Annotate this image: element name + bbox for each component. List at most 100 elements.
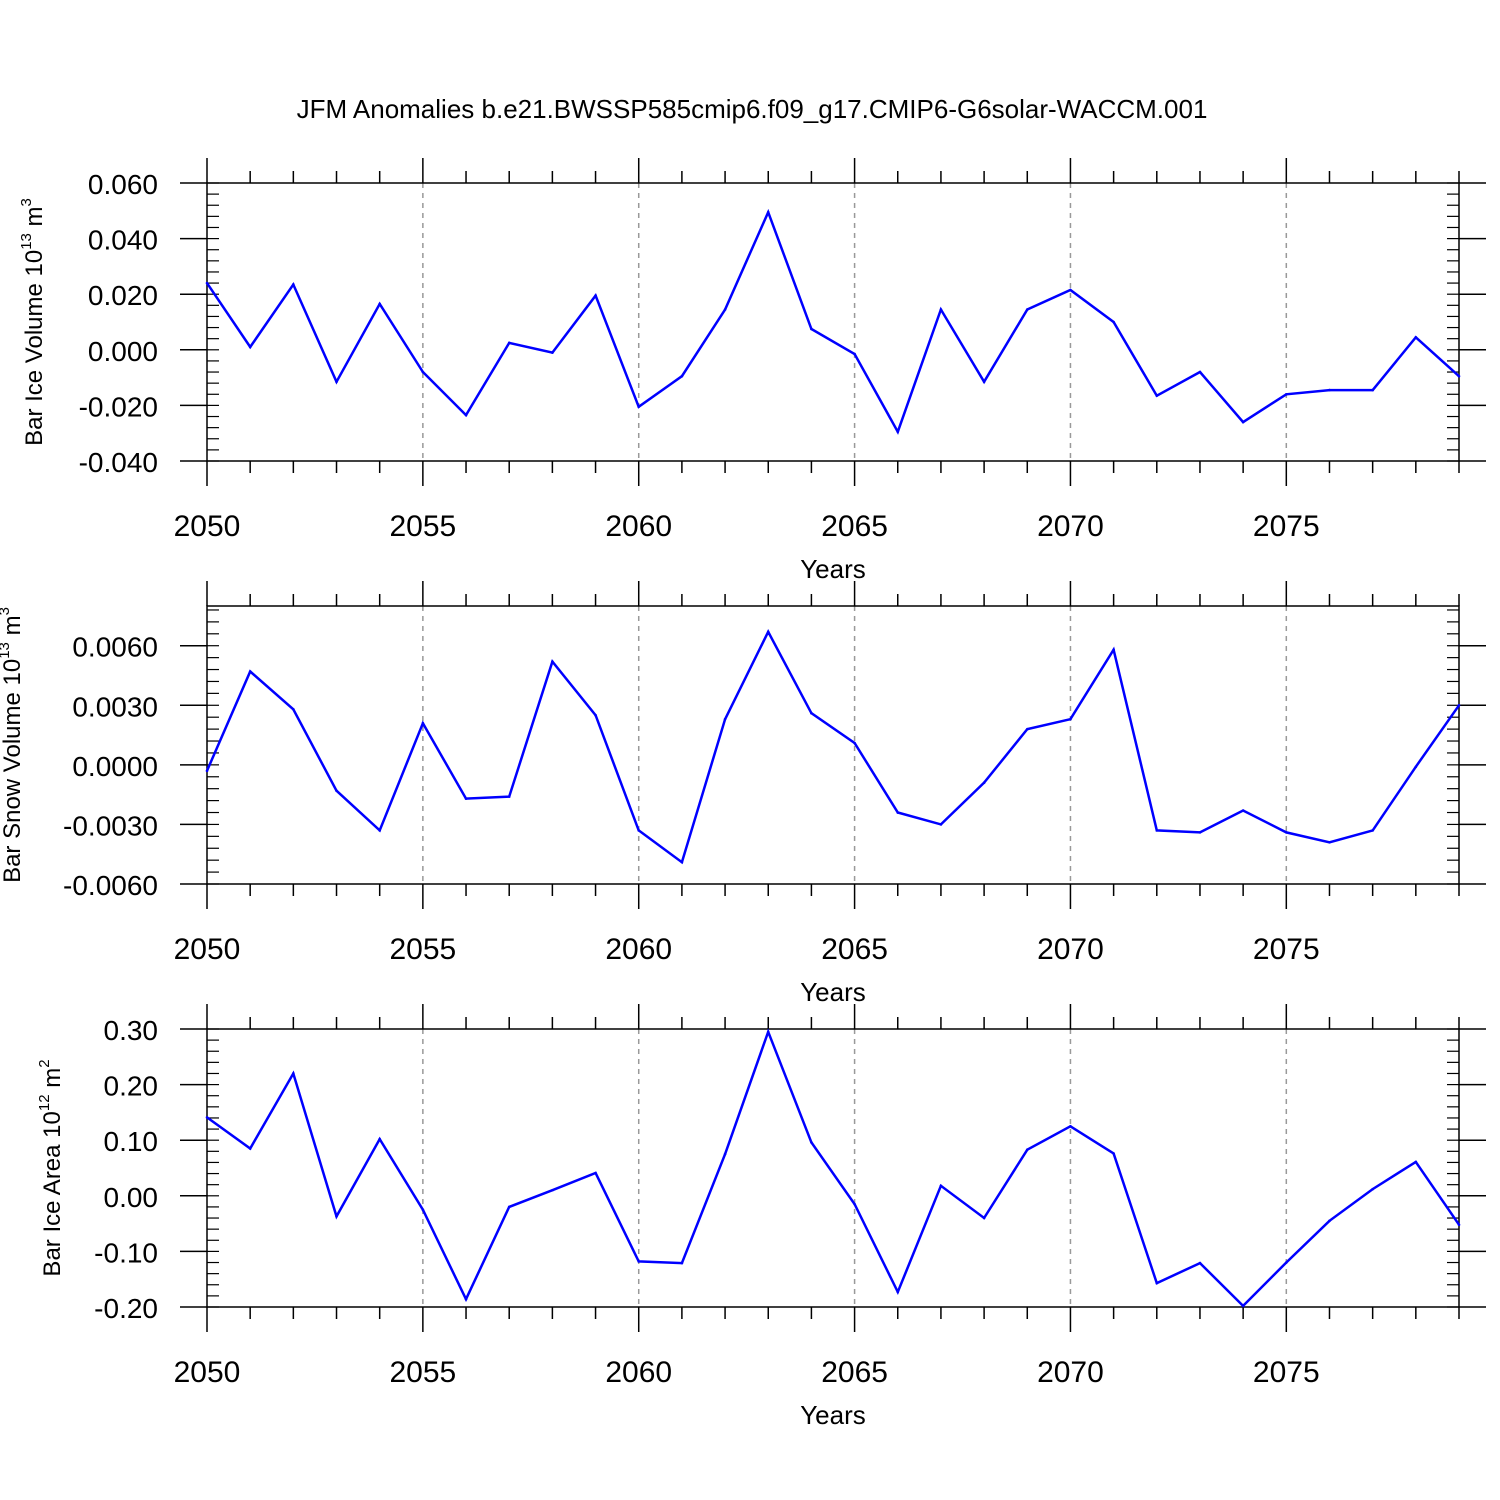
data-point <box>939 308 943 311</box>
data-point <box>810 327 813 331</box>
x-tick-label: 2075 <box>1253 510 1320 543</box>
y-tick-label: 0.10 <box>104 1126 159 1157</box>
x-tick-label: 2050 <box>174 510 241 543</box>
y-tick-label: 0.20 <box>104 1071 159 1102</box>
data-point <box>1328 1219 1331 1223</box>
y-axis-label-unit: m <box>21 206 48 233</box>
data-point <box>896 1290 900 1294</box>
panel-1: 0.060 0.040 0.020 0.000 -0.020 -0.040 2050 2055… <box>18 158 1486 584</box>
data-point <box>810 711 813 715</box>
y-tick-label: 0.30 <box>104 1015 159 1046</box>
data-point <box>378 829 381 832</box>
data-point <box>1457 703 1461 707</box>
data-point <box>594 713 597 717</box>
series-line <box>206 1028 1461 1308</box>
y-tick-label: 0.040 <box>88 225 158 256</box>
x-tick-label: 2055 <box>389 510 456 543</box>
data-point <box>1155 1281 1159 1285</box>
plot-frame <box>206 605 1460 885</box>
x-tick-label: 2050 <box>174 933 241 966</box>
data-point <box>853 741 856 745</box>
data-point <box>507 795 511 798</box>
y-axis-label: Bar Ice Volume 1013 m3 <box>18 198 48 446</box>
data-point <box>982 1216 986 1220</box>
x-tick-label: 2070 <box>1037 1356 1104 1389</box>
data-point <box>1285 1261 1288 1264</box>
data-point <box>335 380 338 384</box>
panels: 0.060 0.040 0.020 0.000 -0.020 -0.040 2050 2055… <box>0 158 1486 1430</box>
data-point <box>1112 648 1115 651</box>
data-point <box>1025 308 1029 311</box>
data-point <box>1069 717 1072 721</box>
y-tick-label: -0.0060 <box>63 870 158 901</box>
data-point <box>1198 831 1202 834</box>
data-point <box>853 352 856 356</box>
x-tick-label: 2070 <box>1037 933 1104 966</box>
data-point <box>248 345 252 349</box>
data-point <box>507 1205 511 1209</box>
series-line <box>205 208 1460 435</box>
data-point <box>680 374 684 378</box>
data-point <box>1069 288 1072 292</box>
data-point <box>464 1297 468 1301</box>
data-point <box>1371 388 1374 392</box>
x-axis-label: Years <box>800 554 866 584</box>
y-axis-label-exponent: 13 <box>0 642 13 659</box>
data-point <box>335 1215 338 1218</box>
data-point <box>292 707 295 711</box>
data-point <box>723 308 727 311</box>
data-point <box>205 281 209 285</box>
x-tick-label: 2055 <box>389 933 456 966</box>
x-tick-label: 2060 <box>605 510 672 543</box>
data-point <box>1112 320 1115 324</box>
data-point <box>594 294 597 297</box>
y-axis-label-unit-exponent: 3 <box>18 198 35 206</box>
data-point <box>292 1072 295 1075</box>
x-tick-label: 2050 <box>174 1356 241 1389</box>
data-point <box>378 302 381 306</box>
data-point <box>248 670 252 673</box>
data-point <box>1241 809 1245 812</box>
data-point <box>1025 727 1029 731</box>
plot-frame <box>206 182 1460 462</box>
data-point <box>551 351 554 354</box>
data-point <box>1155 829 1159 832</box>
x-tick-label: 2075 <box>1253 933 1320 966</box>
x-axis-label: Years <box>800 977 866 1007</box>
data-point <box>766 210 770 214</box>
data-point <box>292 283 295 286</box>
data-point <box>594 1171 597 1175</box>
data-point <box>680 1261 684 1265</box>
data-point <box>464 797 468 800</box>
data-point <box>205 769 209 773</box>
data-point <box>1328 388 1331 392</box>
data-point <box>939 1184 943 1188</box>
y-tick-label: -0.020 <box>79 391 158 422</box>
data-point <box>1371 1187 1374 1191</box>
data-point <box>810 1141 813 1144</box>
data-point <box>1069 1125 1072 1128</box>
y-axis-label-unit-exponent: 2 <box>36 1059 53 1067</box>
panel-2: 0.0060 0.0030 0.0000 -0.0030 -0.0060 2050 2055… <box>0 581 1486 1007</box>
data-point <box>766 630 770 634</box>
y-tick-label: -0.040 <box>79 447 158 478</box>
data-point <box>982 380 986 384</box>
data-point <box>1414 765 1418 769</box>
data-point <box>421 370 425 374</box>
y-axis-label-text: Bar Snow Volume 10 <box>0 659 26 883</box>
y-tick-label: 0.00 <box>104 1182 159 1213</box>
y-tick-label: -0.10 <box>94 1237 158 1268</box>
data-point <box>551 660 554 663</box>
panel-3: 0.30 0.20 0.10 0.00 -0.10 -0.20 2050 2055 2060 20… <box>36 1004 1486 1430</box>
data-point <box>896 811 900 814</box>
data-point <box>853 1202 856 1206</box>
y-axis-label-text: Bar Ice Volume 10 <box>21 250 48 446</box>
x-tick-label: 2060 <box>605 1356 672 1389</box>
data-point <box>723 717 727 721</box>
data-point <box>766 1030 770 1034</box>
y-tick-label: 0.0000 <box>72 751 158 782</box>
y-axis-label-unit-exponent: 3 <box>0 607 13 615</box>
y-tick-label: 0.060 <box>88 169 158 200</box>
plot-frame <box>206 1028 1460 1308</box>
